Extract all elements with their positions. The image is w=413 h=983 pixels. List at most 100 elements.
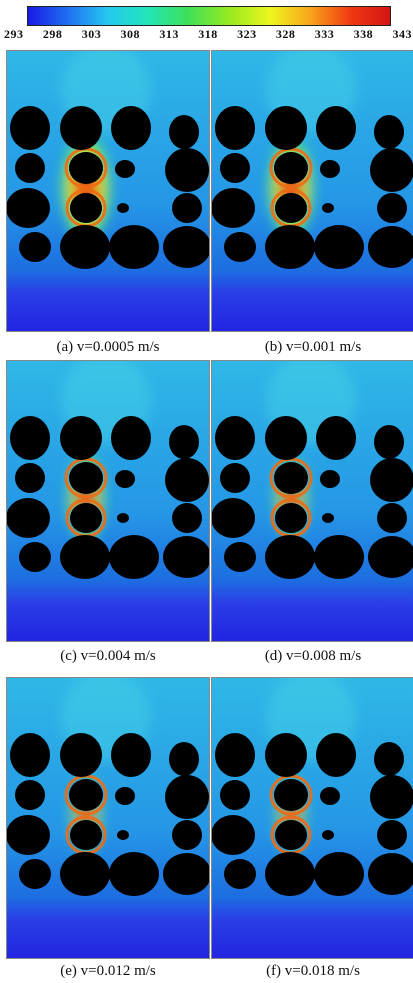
solid-cylinder bbox=[314, 852, 364, 896]
solid-cylinder bbox=[215, 733, 255, 777]
solid-cylinder bbox=[172, 193, 202, 223]
solid-cylinder bbox=[316, 106, 356, 150]
solid-cylinder bbox=[6, 815, 50, 855]
panel-border bbox=[211, 677, 413, 959]
solid-cylinder bbox=[169, 115, 199, 149]
solid-cylinder bbox=[10, 106, 50, 150]
solid-cylinder bbox=[224, 542, 256, 572]
solid-cylinder bbox=[165, 148, 209, 192]
solid-cylinder bbox=[377, 503, 407, 533]
solid-cylinder bbox=[211, 815, 255, 855]
temperature-field-plot-a bbox=[6, 50, 210, 332]
solid-cylinder bbox=[274, 462, 308, 494]
solid-cylinder bbox=[19, 859, 51, 889]
solid-cylinder bbox=[370, 775, 413, 819]
colorbar-tick: 328 bbox=[275, 27, 296, 41]
solid-cylinder bbox=[368, 226, 413, 268]
panel-border bbox=[6, 360, 210, 642]
solid-cylinder bbox=[374, 115, 404, 149]
solid-cylinder bbox=[70, 820, 102, 850]
solid-cylinder bbox=[115, 160, 135, 178]
solid-cylinder bbox=[10, 416, 50, 460]
solid-cylinder bbox=[111, 106, 151, 150]
solid-cylinder bbox=[15, 153, 45, 183]
solid-cylinder bbox=[60, 225, 110, 269]
solid-cylinder bbox=[322, 513, 334, 523]
solid-cylinder bbox=[265, 733, 307, 777]
solid-cylinder bbox=[211, 188, 255, 228]
panel-border bbox=[211, 50, 413, 332]
solid-cylinder bbox=[117, 203, 129, 213]
solid-cylinder bbox=[215, 416, 255, 460]
temperature-field-plot-d bbox=[211, 360, 413, 642]
panel-border bbox=[6, 50, 210, 332]
caption-b: (b) v=0.001 m/s bbox=[264, 339, 362, 355]
solid-cylinder bbox=[265, 225, 315, 269]
solid-cylinder bbox=[265, 535, 315, 579]
caption-a: (a) v=0.0005 m/s bbox=[56, 339, 160, 355]
caption-e: (e) v=0.012 m/s bbox=[60, 963, 156, 979]
solid-cylinder bbox=[172, 503, 202, 533]
solid-cylinder bbox=[370, 148, 413, 192]
caption-d: (d) v=0.008 m/s bbox=[264, 648, 362, 664]
temperature-field-plot-b bbox=[211, 50, 413, 332]
solid-cylinder bbox=[316, 733, 356, 777]
solid-cylinder bbox=[368, 536, 413, 578]
solid-cylinder bbox=[215, 106, 255, 150]
solid-cylinder bbox=[377, 193, 407, 223]
solid-cylinder bbox=[265, 106, 307, 150]
solid-cylinder bbox=[314, 225, 364, 269]
colorbar-tick: 333 bbox=[314, 27, 335, 41]
temperature-field-plot-e bbox=[6, 677, 210, 959]
caption-c: (c) v=0.004 m/s bbox=[60, 648, 156, 664]
solid-cylinder bbox=[163, 536, 210, 578]
solid-cylinder bbox=[15, 463, 45, 493]
solid-cylinder bbox=[320, 470, 340, 488]
solid-cylinder bbox=[117, 830, 129, 840]
solid-cylinder bbox=[19, 542, 51, 572]
colorbar-tick: 313 bbox=[159, 27, 179, 41]
solid-cylinder bbox=[165, 458, 209, 502]
colorbar-tick: 343 bbox=[392, 27, 412, 41]
solid-cylinder bbox=[115, 787, 135, 805]
temperature-field-panel-f bbox=[211, 677, 413, 959]
solid-cylinder bbox=[60, 535, 110, 579]
solid-cylinder bbox=[220, 153, 250, 183]
solid-cylinder bbox=[275, 193, 307, 223]
solid-cylinder bbox=[70, 503, 102, 533]
solid-cylinder bbox=[211, 498, 255, 538]
solid-cylinder bbox=[10, 733, 50, 777]
temperature-field-panel-a bbox=[6, 50, 210, 332]
solid-cylinder bbox=[377, 820, 407, 850]
solid-cylinder bbox=[109, 535, 159, 579]
solid-cylinder bbox=[370, 458, 413, 502]
solid-cylinder bbox=[322, 203, 334, 213]
solid-cylinder bbox=[111, 416, 151, 460]
solid-cylinder bbox=[265, 416, 307, 460]
solid-cylinder bbox=[69, 462, 103, 494]
solid-cylinder bbox=[6, 498, 50, 538]
solid-cylinder bbox=[111, 733, 151, 777]
solid-cylinder bbox=[265, 852, 315, 896]
solid-cylinder bbox=[60, 416, 102, 460]
panel-border bbox=[6, 677, 210, 959]
temperature-field-panel-d bbox=[211, 360, 413, 642]
solid-cylinder bbox=[374, 742, 404, 776]
solid-cylinder bbox=[60, 733, 102, 777]
solid-cylinder bbox=[115, 470, 135, 488]
solid-cylinder bbox=[15, 780, 45, 810]
solid-cylinder bbox=[109, 225, 159, 269]
solid-cylinder bbox=[320, 787, 340, 805]
temperature-field-panel-e bbox=[6, 677, 210, 959]
colorbar-tick: 303 bbox=[81, 27, 102, 41]
colorbar-tick-labels: 293 298 303 308 313 318 323 328 333 338 … bbox=[4, 27, 412, 43]
solid-cylinder bbox=[163, 853, 210, 895]
colorbar-tick: 293 bbox=[4, 27, 24, 41]
temperature-colorbar bbox=[27, 6, 391, 26]
temperature-field-plot-f bbox=[211, 677, 413, 959]
colorbar-tick: 308 bbox=[120, 27, 141, 41]
temperature-field-plot-c bbox=[6, 360, 210, 642]
solid-cylinder bbox=[117, 513, 129, 523]
colorbar-tick: 323 bbox=[237, 27, 257, 41]
solid-cylinder bbox=[220, 463, 250, 493]
